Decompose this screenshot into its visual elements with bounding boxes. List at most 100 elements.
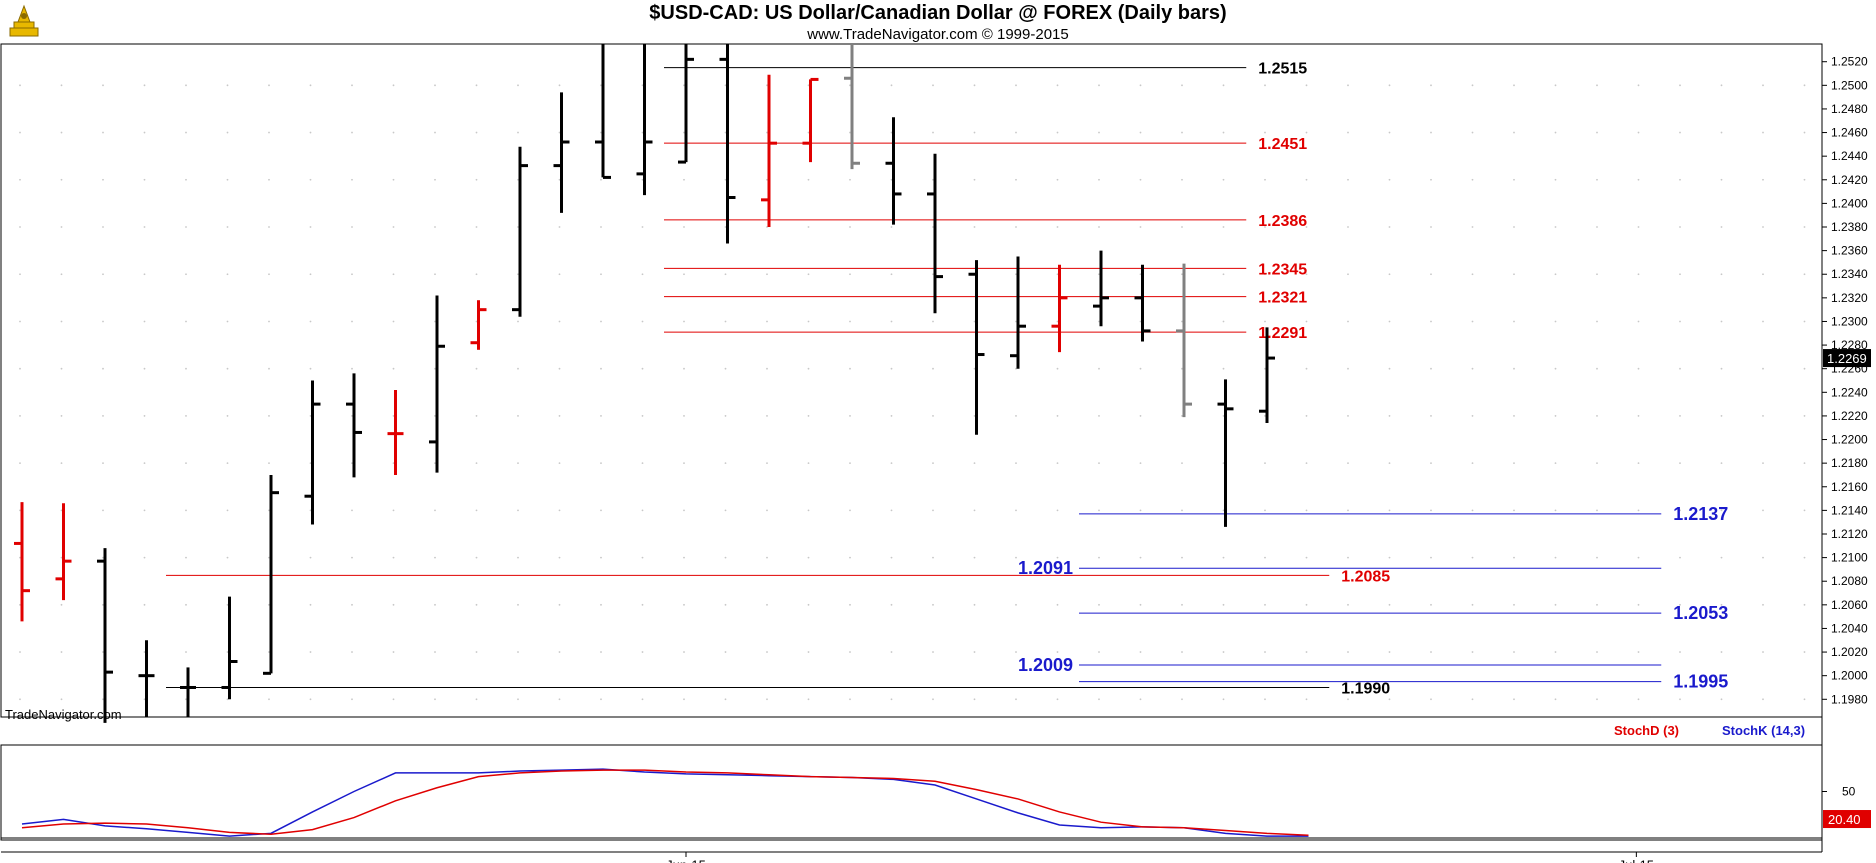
- grid-dot: [807, 367, 810, 370]
- grid-dot: [807, 320, 810, 323]
- grid-dot: [60, 415, 63, 417]
- grid-dot: [185, 320, 187, 323]
- grid-dot: [973, 651, 976, 653]
- grid-dot: [517, 603, 519, 606]
- grid-dot: [1803, 462, 1806, 465]
- grid-dot: [309, 84, 312, 87]
- grid-dot: [641, 131, 644, 134]
- grid-dot: [1596, 651, 1598, 653]
- grid-dot: [517, 651, 519, 653]
- grid-dot: [517, 462, 519, 465]
- grid-dot: [973, 226, 976, 228]
- grid-dot: [1762, 320, 1764, 323]
- grid-dot: [1305, 131, 1308, 134]
- grid-dot: [1015, 509, 1017, 512]
- grid-dot: [558, 226, 561, 228]
- grid-dot: [475, 509, 478, 512]
- grid-dot: [268, 603, 270, 606]
- ohlc-bar: [138, 640, 155, 717]
- grid-dot: [932, 651, 934, 653]
- grid-dot: [1637, 367, 1640, 370]
- grid-dot: [475, 367, 478, 370]
- grid-dot: [600, 415, 602, 417]
- grid-dot: [600, 509, 602, 512]
- grid-dot: [1762, 226, 1764, 228]
- grid-dot: [226, 226, 229, 228]
- grid-dot: [766, 462, 768, 465]
- grid-dot: [600, 698, 602, 701]
- grid-dot: [1222, 84, 1225, 87]
- grid-dot: [1720, 273, 1723, 276]
- grid-dot: [766, 509, 768, 512]
- grid-dot: [807, 556, 810, 559]
- grid-dot: [724, 509, 727, 512]
- watermark: TradeNavigator.com: [5, 707, 122, 722]
- grid-dot: [1679, 415, 1681, 417]
- grid-dot: [724, 415, 727, 417]
- grid-dot: [434, 556, 436, 559]
- grid-dot: [807, 131, 810, 134]
- grid-dot: [1139, 415, 1142, 417]
- x-tick-label: Jun-15: [666, 858, 706, 863]
- grid-dot: [1596, 84, 1598, 87]
- grid-dot: [849, 367, 851, 370]
- grid-dot: [1347, 84, 1349, 87]
- grid-dot: [1637, 462, 1640, 465]
- grid-dot: [1098, 651, 1100, 653]
- trade-navigator-logo-icon: [9, 4, 39, 37]
- grid-dot: [392, 320, 395, 323]
- level-label: 1.2291: [1258, 325, 1307, 342]
- grid-dot: [724, 462, 727, 465]
- grid-dot: [890, 367, 893, 370]
- grid-dot: [1181, 651, 1183, 653]
- grid-dot: [1264, 462, 1266, 465]
- grid-dot: [1471, 603, 1474, 606]
- grid-dot: [309, 226, 312, 228]
- grid-dot: [102, 273, 104, 276]
- grid-dot: [641, 603, 644, 606]
- grid-dot: [973, 178, 976, 181]
- grid-dot: [60, 367, 63, 370]
- y-tick-label: 1.2460: [1831, 126, 1868, 140]
- y-tick-label: 1.2000: [1831, 669, 1868, 683]
- grid-dot: [890, 556, 893, 559]
- grid-dot: [807, 178, 810, 181]
- grid-dot: [1139, 178, 1142, 181]
- grid-dot: [932, 131, 934, 134]
- grid-dot: [849, 509, 851, 512]
- grid-dot: [1762, 273, 1764, 276]
- grid-dot: [1305, 178, 1308, 181]
- grid-dot: [1554, 320, 1557, 323]
- grid-dot: [600, 84, 602, 87]
- ohlc-bar: [1134, 264, 1151, 342]
- grid-dot: [1762, 698, 1764, 701]
- grid-dot: [102, 603, 104, 606]
- ohlc-bar: [1051, 264, 1068, 353]
- grid-dot: [19, 178, 21, 181]
- grid-dot: [434, 131, 436, 134]
- grid-dot: [1637, 226, 1640, 228]
- grid-dot: [309, 698, 312, 701]
- grid-dot: [19, 273, 21, 276]
- grid-dot: [1222, 603, 1225, 606]
- grid-dot: [102, 226, 104, 228]
- grid-dot: [517, 84, 519, 87]
- grid-dot: [185, 226, 187, 228]
- grid-dot: [641, 698, 644, 701]
- grid-dot: [890, 462, 893, 465]
- grid-dot: [351, 556, 353, 559]
- grid-dot: [1181, 462, 1183, 465]
- grid-dot: [766, 651, 768, 653]
- y-tick-label: 1.2480: [1831, 102, 1868, 116]
- grid-dot: [143, 367, 146, 370]
- grid-dot: [1347, 462, 1349, 465]
- grid-dot: [1139, 509, 1142, 512]
- grid-dot: [1222, 320, 1225, 323]
- grid-dot: [309, 320, 312, 323]
- grid-dot: [1388, 367, 1391, 370]
- grid-dot: [392, 698, 395, 701]
- grid-dot: [1679, 509, 1681, 512]
- grid-dot: [143, 603, 146, 606]
- grid-dot: [1139, 556, 1142, 559]
- grid-dot: [1513, 698, 1515, 701]
